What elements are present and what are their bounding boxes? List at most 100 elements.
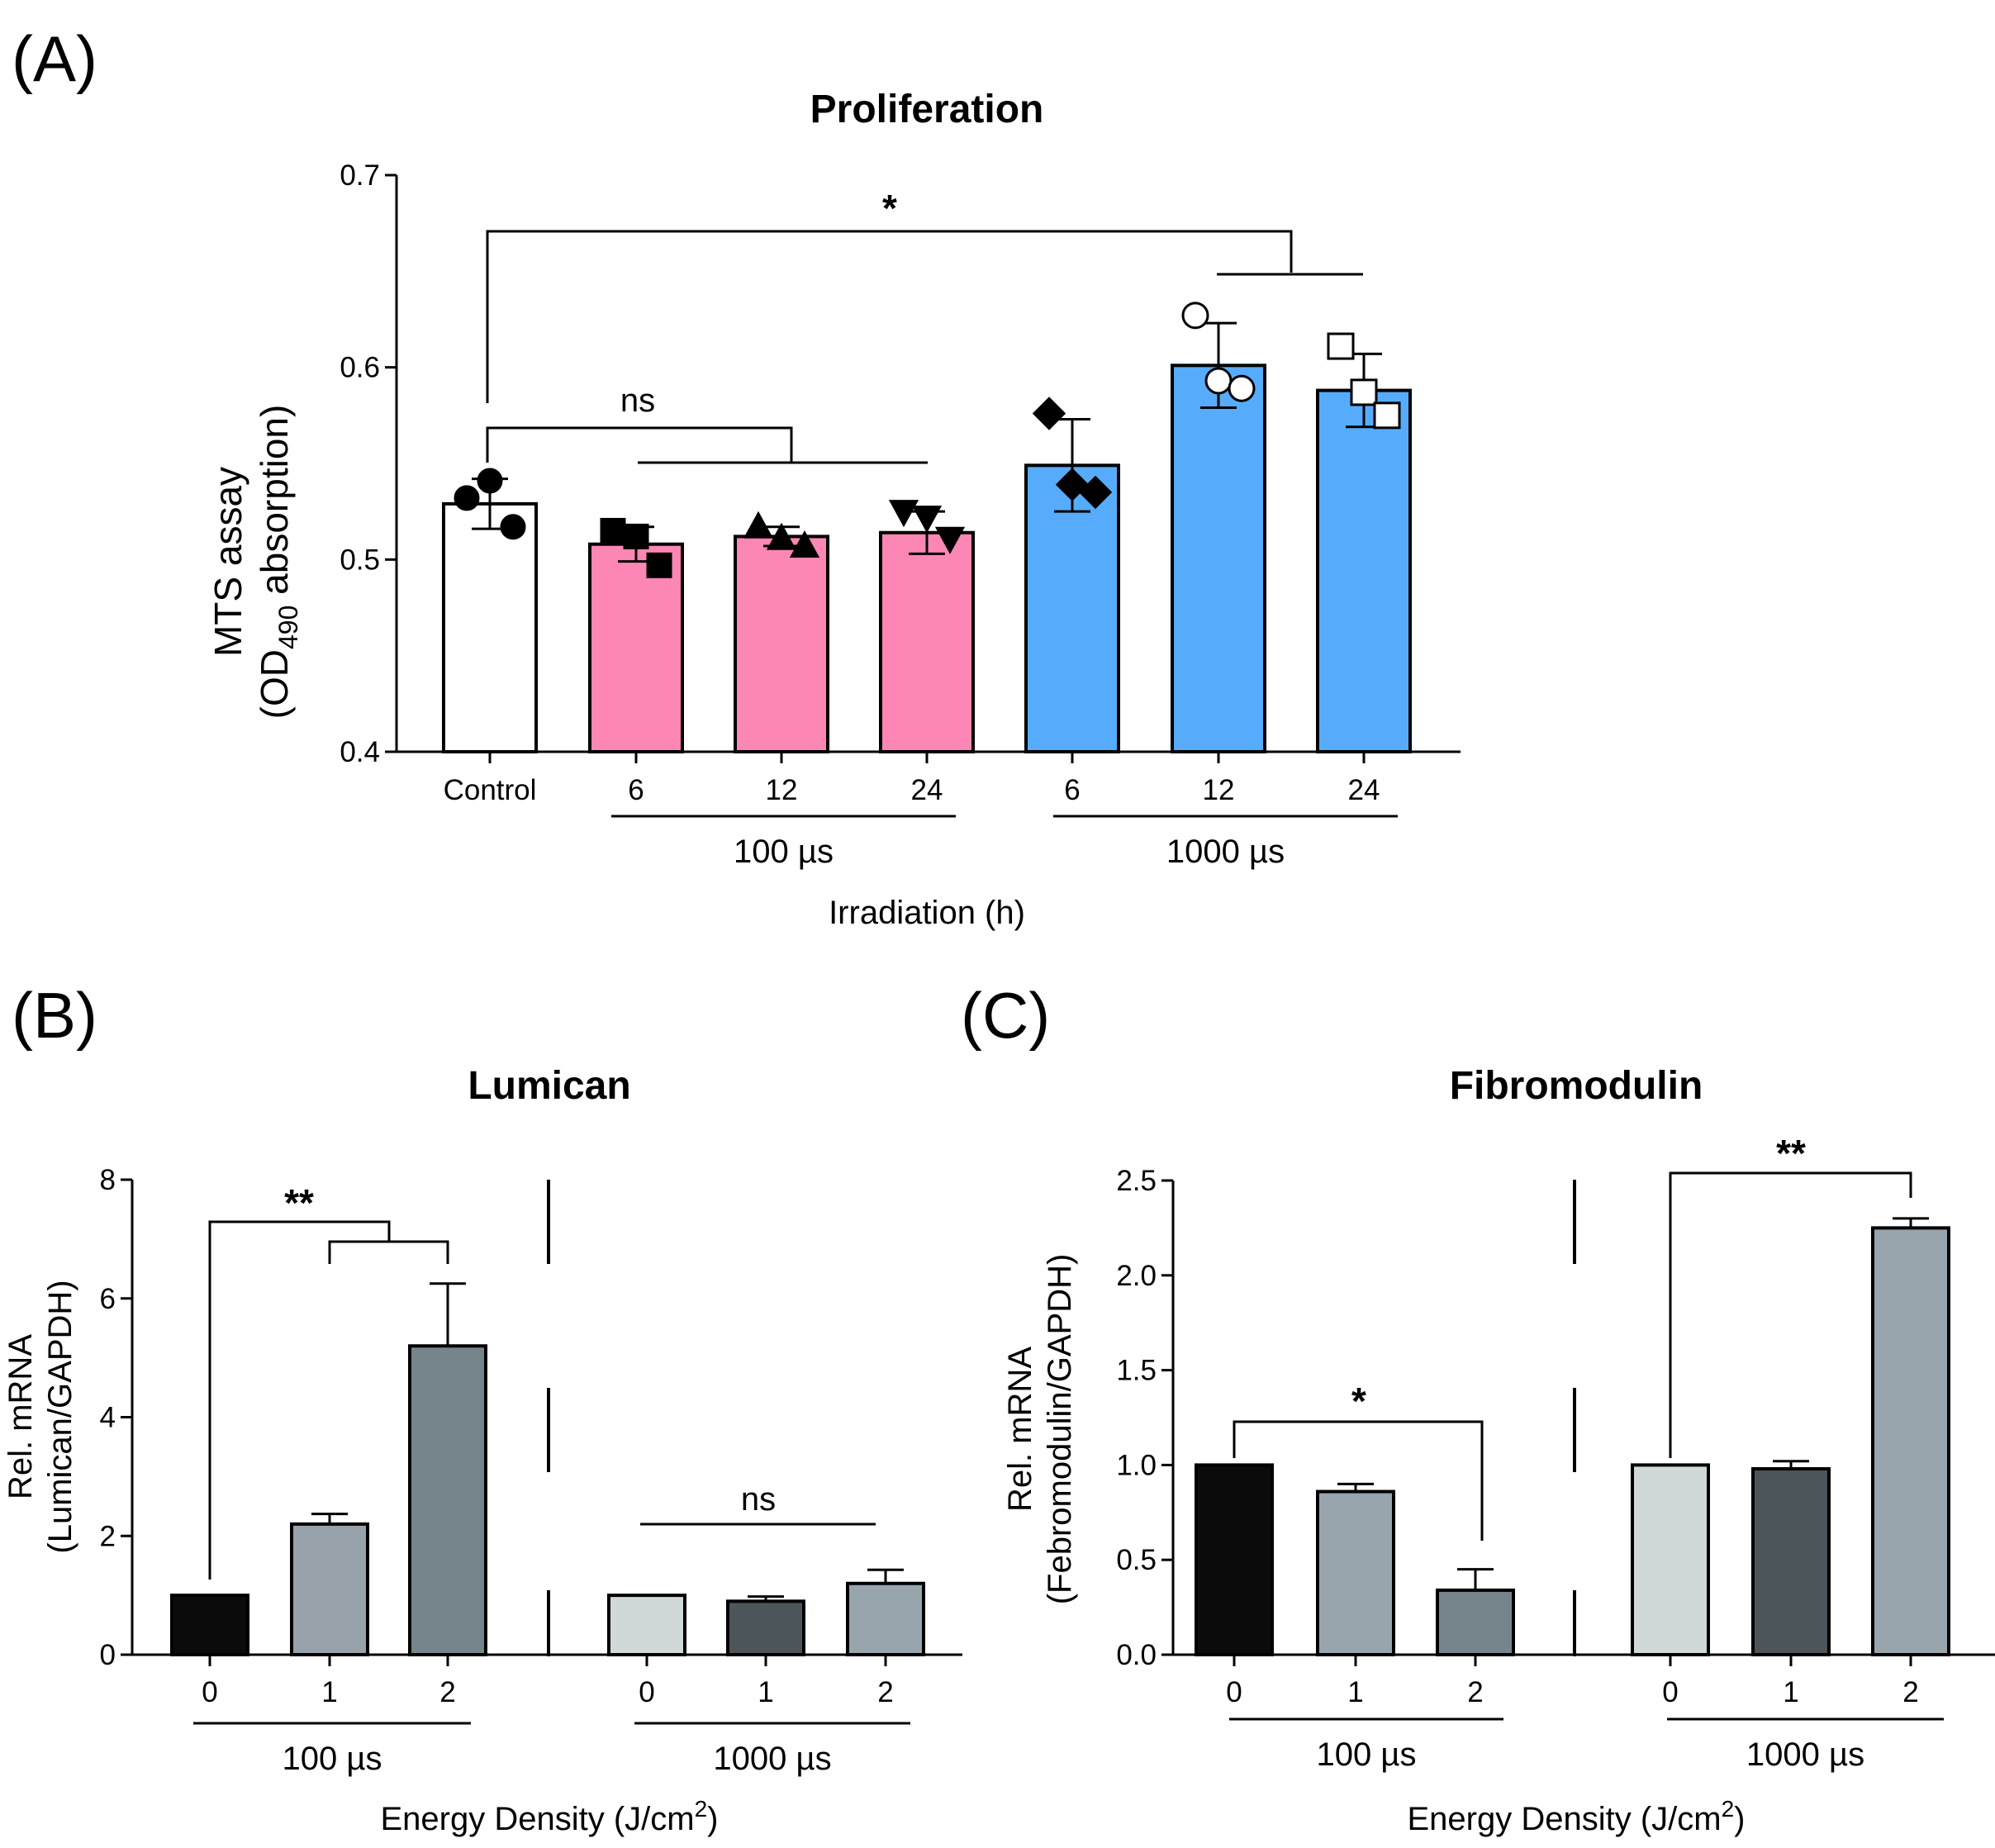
bar [588,542,684,753]
x-tick-label: 0 [202,1676,217,1708]
x-tick-label: 1 [1347,1676,1363,1708]
bars [1195,1226,1950,1657]
x-tick-labels: Control 6 12 24 6 12 24 [444,752,1380,806]
x-axis-title: Energy Density (J/cm2) [1407,1796,1745,1837]
y-tick-label: 0.5 [340,544,380,576]
group-labels: 100 µs 1000 µs [1229,1717,1944,1773]
x-tick-label: 6 [628,774,644,806]
y-axis-title-line2: (Lumican/GAPDH) [42,1280,78,1553]
bar [1316,1489,1395,1656]
bracket-double-star-sub [328,1240,449,1264]
group-label: 100 µs [1317,1736,1417,1773]
y-axis-title-line2: (Febromodulin/GAPDH) [1042,1254,1078,1605]
panel-label-c: (C) [961,979,1050,1052]
x-tick-label: 24 [911,774,943,806]
x-tick-label: 0 [1662,1676,1678,1708]
error-bars [1337,1217,1929,1590]
data-point [1327,332,1355,360]
data-point [477,468,503,494]
panel-label-b: (B) [12,979,97,1052]
x-tick-labels: 0 1 2 0 1 2 [202,1655,894,1708]
data-point [1373,401,1401,430]
significance-star: * [1351,1380,1366,1423]
y-axis-title-line1: Rel. mRNA [2,1334,39,1499]
bar [1871,1226,1950,1656]
y-axis-title: MTS assay (OD490 absorption) [207,405,303,720]
bar [726,1599,805,1656]
x-tick-label: 1 [758,1676,773,1708]
bracket-double-star [1669,1171,1912,1458]
bracket-star [1233,1420,1484,1541]
data-point [1350,378,1378,406]
data-point [646,552,672,578]
x-tick-label: 2 [877,1676,893,1708]
bar [734,534,829,753]
x-axis-title: Energy Density (J/cm2) [380,1796,718,1837]
data-point [623,523,649,549]
data-point [500,514,526,540]
chart-title: Proliferation [810,88,1044,131]
bar [1631,1463,1710,1657]
y-ticks: 0 2 4 6 8 [100,1164,132,1671]
bracket-ns-main [486,426,793,463]
group-label: 100 µs [283,1741,382,1777]
error-bars [311,1282,904,1602]
y-tick-label: 2 [100,1520,116,1552]
group-label: 100 µs [734,834,834,870]
bar [170,1594,249,1656]
group-labels: 100 µs 1000 µs [611,815,1398,870]
data-point [454,485,480,511]
group-label: 1000 µs [713,1741,831,1777]
x-tick-label: 2 [1902,1676,1918,1708]
y-axis-title: Rel. mRNA (Febromodulin/GAPDH) [1002,1254,1078,1605]
bar [1751,1466,1831,1656]
x-axis-title: Irradiation (h) [829,895,1025,931]
x-tick-label: 1 [321,1676,337,1708]
data-point [789,530,820,558]
x-tick-label: Control [444,774,537,806]
x-tick-label: 24 [1348,774,1380,806]
x-tick-label: 2 [1467,1676,1483,1708]
data-point [743,511,774,539]
bar [290,1522,369,1656]
group-label: 1000 µs [1166,834,1285,870]
data-point [934,526,966,554]
bar [1316,388,1412,753]
y-tick-label: 1.5 [1116,1355,1157,1387]
bar [1195,1463,1274,1657]
y-tick-label: 0.0 [1116,1639,1157,1671]
significance-ns: ns [741,1481,776,1518]
x-tick-labels: 0 1 2 0 1 2 [1226,1655,1919,1708]
y-tick-label: 8 [100,1164,116,1196]
y-tick-label: 2.5 [1116,1165,1157,1197]
data-point [1032,397,1066,430]
y-tick-label: 0.4 [340,736,380,768]
bar [408,1344,487,1656]
significance-brackets: ** ns [208,1181,876,1580]
chart-proliferation: Proliferation 0.4 0.5 0.6 0.7 Control 6 12 24 6… [207,88,1461,931]
data-point [1204,367,1233,395]
y-tick-label: 2.0 [1116,1260,1157,1292]
chart-title: Lumican [468,1064,630,1108]
significance-double-star: ** [284,1181,314,1224]
y-tick-label: 6 [100,1283,116,1315]
x-tick-label: 1 [1783,1676,1798,1708]
y-axis-title-line1: Rel. mRNA [1002,1347,1038,1512]
y-ticks: 0.4 0.5 0.6 0.7 [340,159,397,768]
data-point [888,500,919,528]
significance-double-star: ** [1776,1132,1806,1175]
panel-label-a: (A) [12,22,97,95]
bracket-double-star-main [208,1220,391,1580]
y-axis-title: Rel. mRNA (Lumican/GAPDH) [2,1280,78,1553]
data-point [766,522,797,550]
axes [1171,1181,1995,1656]
group-labels: 100 µs 1000 µs [193,1722,910,1777]
y-tick-label: 0.7 [340,159,380,192]
bar [846,1581,925,1656]
data-point [1228,374,1256,402]
data-point [911,506,943,534]
bar [879,530,975,753]
significance-brackets: * ns [486,187,1363,464]
bar [607,1594,686,1656]
